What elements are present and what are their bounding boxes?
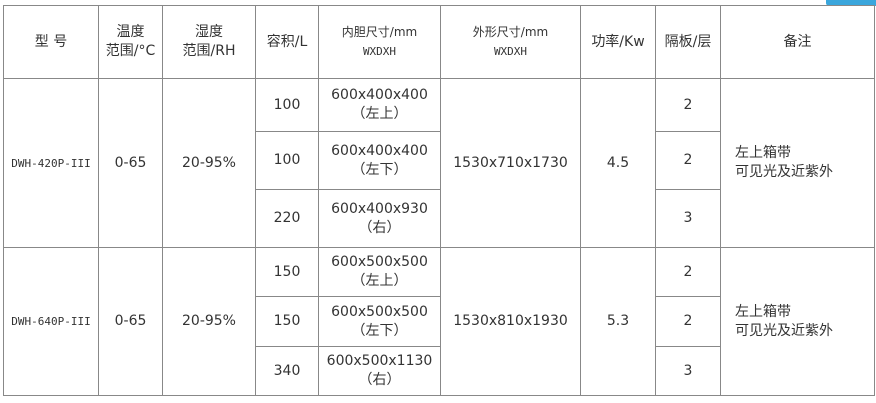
- outer-size-cell: 1530x710x1730: [440, 78, 581, 248]
- header-note: 备注: [720, 5, 875, 79]
- inner-size-cell: 600x500x500 （左上）: [318, 247, 441, 297]
- power-cell: 4.5: [580, 78, 656, 248]
- table-row: 340 600x500x1130 （右） 3: [4, 346, 875, 396]
- table-row: 100 600x400x400 （左下） 2: [4, 131, 875, 190]
- inner-size-cell: 600x400x930 （右）: [318, 189, 441, 248]
- shelves-cell: 3: [655, 189, 721, 248]
- volume-cell: 100: [255, 131, 319, 190]
- outer-size-cell: 1530x810x1930: [440, 247, 581, 396]
- shelves-cell: 3: [655, 346, 721, 396]
- inner-size-cell: 600x500x500 （左下）: [318, 296, 441, 347]
- shelves-cell: 2: [655, 78, 721, 132]
- humidity-cell: 20-95%: [162, 78, 256, 248]
- table-row: DWH-420P-III 0-65 20-95% 100 600x400x400…: [3, 78, 875, 248]
- power-cell: 5.3: [580, 247, 656, 396]
- note-cell: 左上箱带 可见光及近紫外: [720, 78, 875, 248]
- volume-cell: 340: [255, 346, 319, 396]
- table-row: DWH-640P-III 0-65 20-95% 150 600x500x500…: [3, 247, 875, 396]
- header-temp: 温度 范围/°C: [98, 5, 163, 79]
- volume-cell: 150: [255, 296, 319, 347]
- header-humidity: 湿度 范围/RH: [162, 5, 256, 79]
- model-cell: DWH-640P-III: [3, 247, 99, 396]
- shelves-cell: 2: [655, 247, 721, 297]
- inner-size-cell: 600x400x400 （左下）: [318, 131, 441, 190]
- temp-cell: 0-65: [98, 247, 163, 396]
- note-cell: 左上箱带 可见光及近紫外: [720, 247, 875, 396]
- volume-cell: 220: [255, 189, 319, 248]
- table-row: 220 600x400x930 （右） 3: [4, 189, 875, 248]
- inner-size-cell: 600x400x400 （左上）: [318, 78, 441, 132]
- header-volume: 容积/L: [255, 5, 319, 79]
- humidity-cell: 20-95%: [162, 247, 256, 396]
- header-model: 型 号: [3, 5, 99, 79]
- volume-cell: 100: [255, 78, 319, 132]
- header-inner-size: 内胆尺寸/mm WXDXH: [318, 5, 441, 79]
- volume-cell: 150: [255, 247, 319, 297]
- header-power: 功率/Kw: [580, 5, 656, 79]
- header-outer-size: 外形尺寸/mm WXDXH: [440, 5, 581, 79]
- spec-table: 型 号 温度 范围/°C 湿度 范围/RH 容积/L 内胆尺寸/mm WXDXH 外形…: [3, 5, 875, 396]
- header-row: 型 号 温度 范围/°C 湿度 范围/RH 容积/L 内胆尺寸/mm WXDXH 外形…: [3, 5, 875, 79]
- shelves-cell: 2: [655, 131, 721, 190]
- model-cell: DWH-420P-III: [3, 78, 99, 248]
- inner-size-cell: 600x500x1130 （右）: [318, 346, 441, 396]
- temp-cell: 0-65: [98, 78, 163, 248]
- shelves-cell: 2: [655, 296, 721, 347]
- corner-tab: [826, 0, 876, 6]
- header-shelves: 隔板/层: [655, 5, 721, 79]
